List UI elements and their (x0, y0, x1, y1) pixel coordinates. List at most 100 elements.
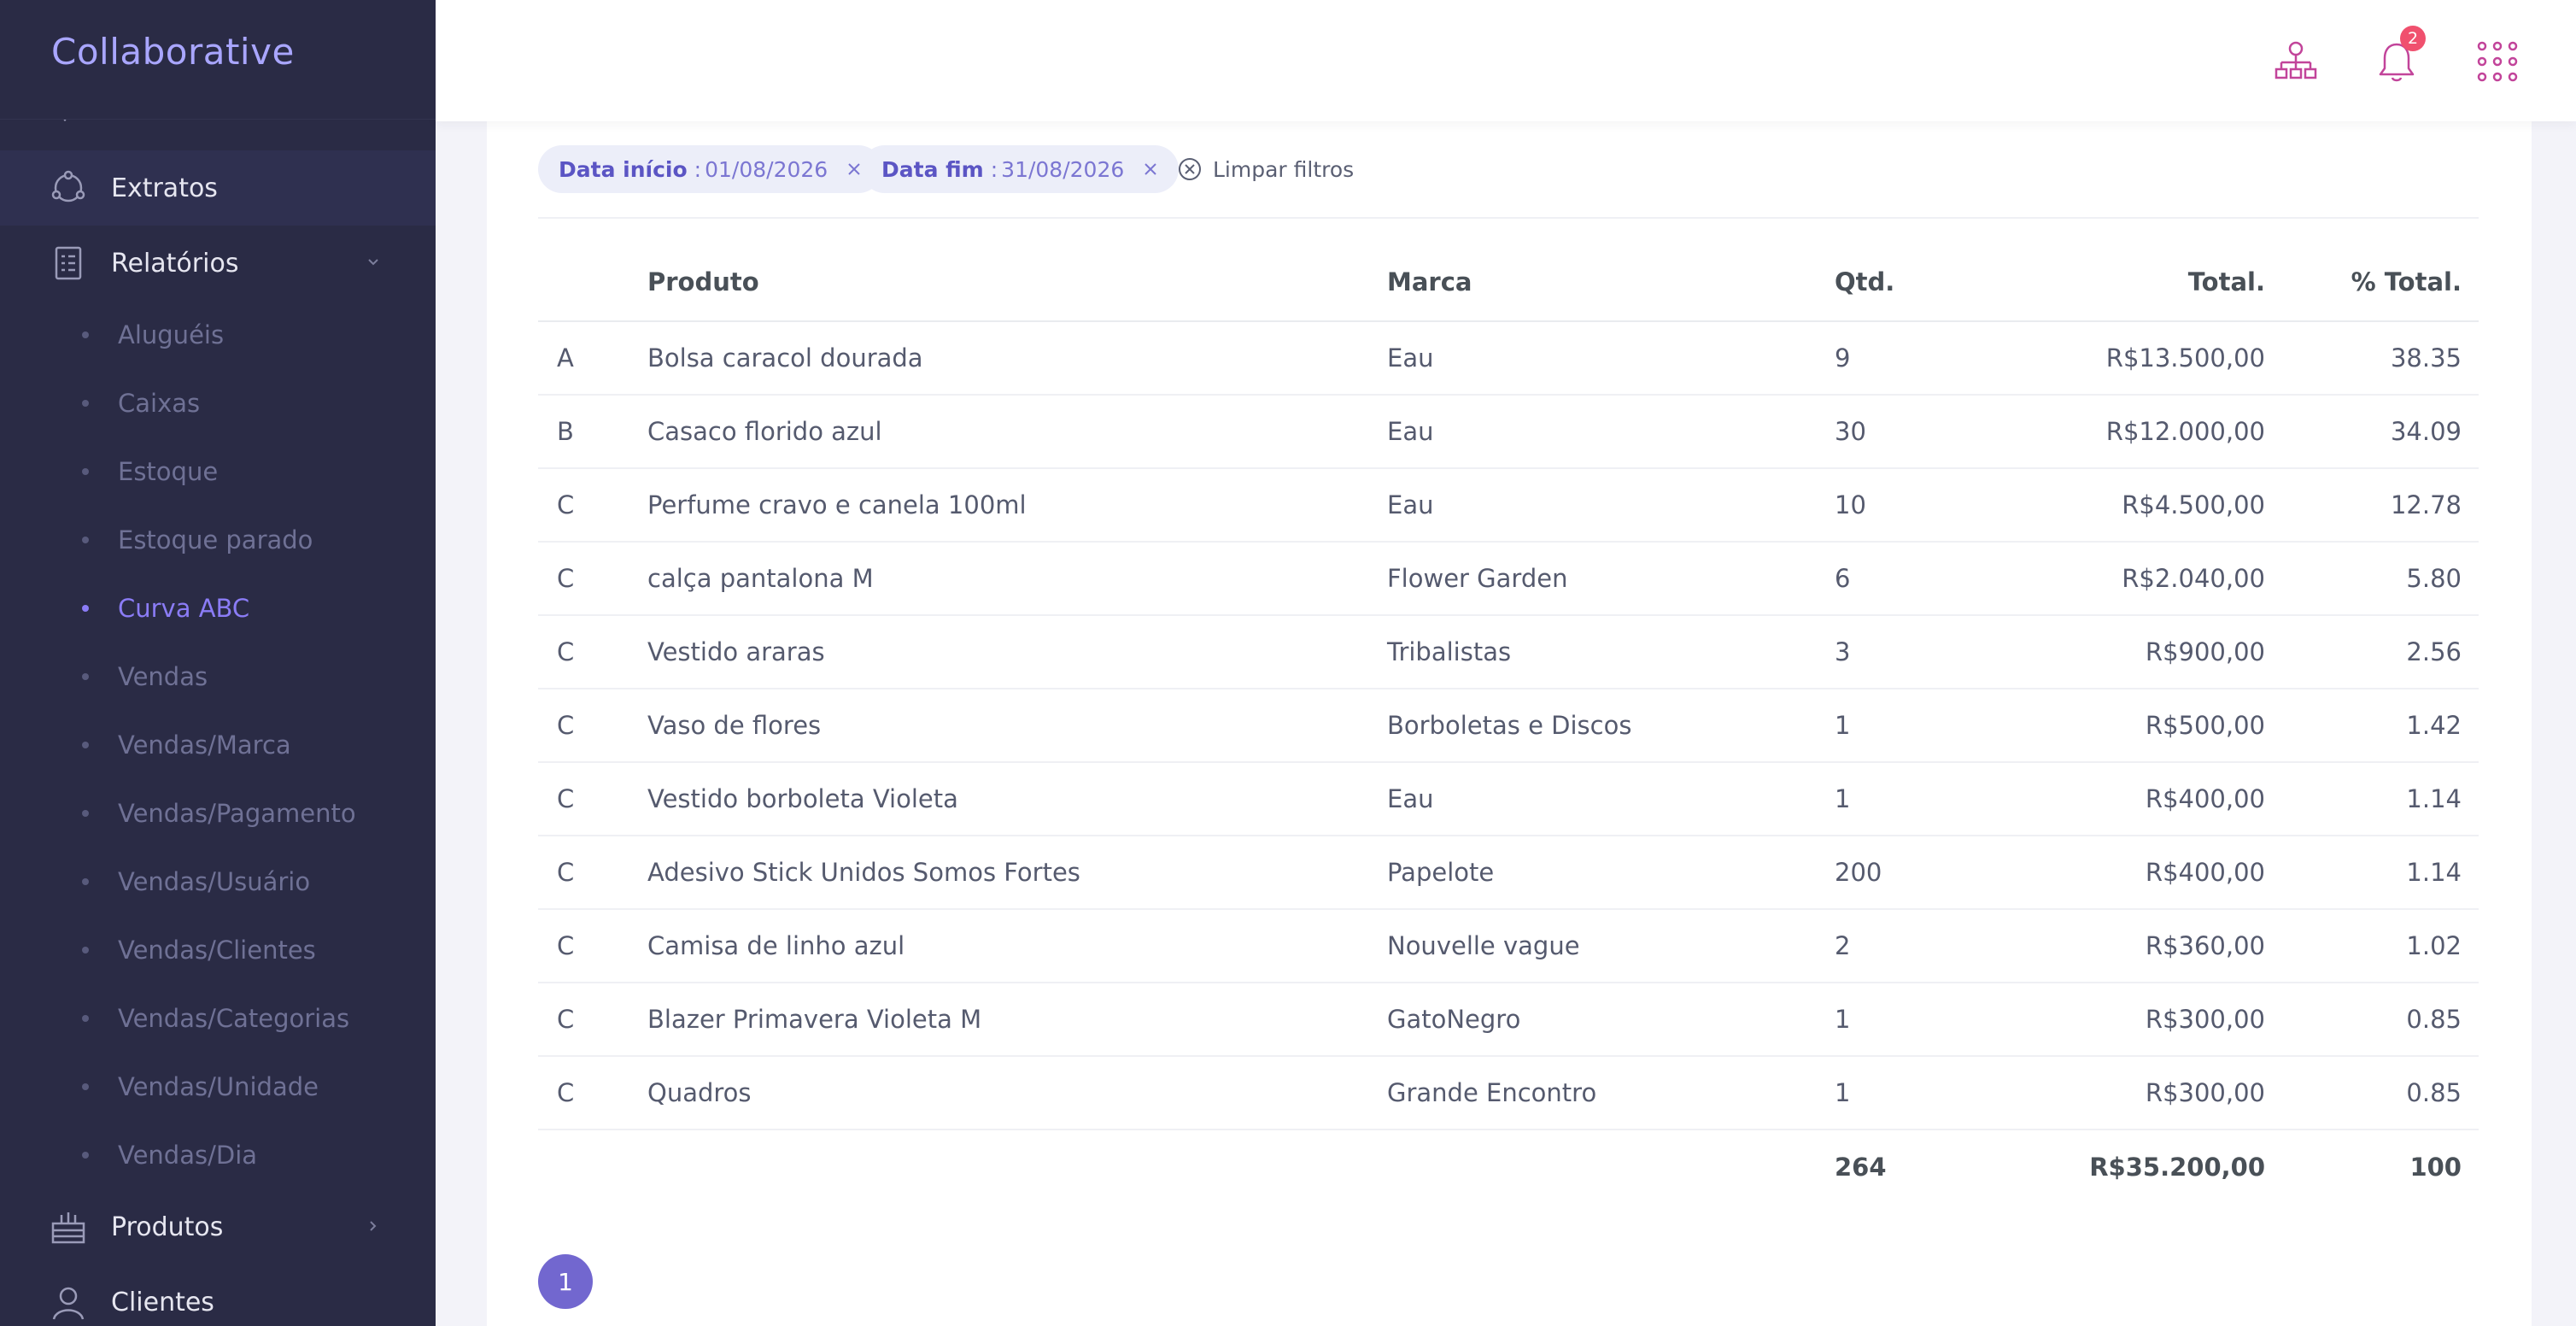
bullet-dot (82, 605, 89, 612)
cell-class: C (538, 689, 647, 763)
filter-chip-separator: : (694, 156, 702, 182)
cell-qtd: 200 (1835, 836, 2040, 910)
cell-pct-total: 5.80 (2265, 542, 2479, 616)
apps-grid-icon[interactable] (2474, 38, 2521, 85)
col-header-pct-total[interactable]: % Total. (2265, 243, 2479, 322)
col-header-total[interactable]: Total. (2040, 243, 2265, 322)
report-card: Data início : 01/08/2026 Data fim : 31/0… (487, 121, 2532, 1326)
filter-chip-data-fim: Data fim : 31/08/2026 (861, 145, 1180, 193)
cell-produto: Bolsa caracol dourada (647, 321, 1387, 396)
sidebar-subitem-curva-abc[interactable]: Curva ABC (0, 583, 436, 634)
table-row: C Quadros Grande Encontro 1 R$300,00 0.8… (538, 1056, 2479, 1130)
cell-class: C (538, 909, 647, 983)
chevron-right-icon (362, 1215, 384, 1237)
cell-qtd: 9 (1835, 321, 2040, 396)
cell-class: C (538, 615, 647, 689)
table-header-row: Produto Marca Qtd. Total. % Total. (538, 243, 2479, 322)
cell-class: C (538, 762, 647, 836)
bullet-dot (82, 878, 89, 885)
cell-marca: GatoNegro (1387, 983, 1835, 1057)
sidebar-subitem-vendas-marca[interactable]: Vendas/Marca (0, 719, 436, 771)
sidebar-subitem-vendas-pagamento[interactable]: Vendas/Pagamento (0, 788, 436, 839)
clear-filters-label: Limpar filtros (1213, 156, 1355, 182)
filter-chip-value: 31/08/2026 (1001, 156, 1125, 182)
pagination-page-button[interactable]: 1 (538, 1254, 593, 1309)
cell-produto: Adesivo Stick Unidos Somos Fortes (647, 836, 1387, 910)
sidebar-subitem-alugueis[interactable]: Aluguéis (0, 309, 436, 361)
cell-produto: Vestido araras (647, 615, 1387, 689)
col-header-qtd[interactable]: Qtd. (1835, 243, 2040, 322)
bullet-dot (82, 1083, 89, 1090)
cell-total: R$300,00 (2040, 983, 2265, 1057)
cell-class: A (538, 321, 647, 396)
sidebar-subitem-caixas[interactable]: Caixas (0, 378, 436, 429)
cell-empty (538, 1129, 647, 1203)
cell-qtd: 1 (1835, 1056, 2040, 1130)
filter-chip-separator: : (990, 156, 998, 182)
cell-total: R$4.500,00 (2040, 468, 2265, 543)
table-row: C Adesivo Stick Unidos Somos Fortes Pape… (538, 836, 2479, 910)
clear-filters-button[interactable]: Limpar filtros (1177, 145, 1354, 193)
sidebar-item-relatorios[interactable]: Relatórios (0, 226, 436, 301)
sidebar-item-clientes[interactable]: Clientes (0, 1264, 436, 1326)
col-header-produto[interactable]: Produto (647, 243, 1387, 322)
cell-qtd: 1 (1835, 689, 2040, 763)
cell-class: C (538, 542, 647, 616)
filter-chip-key: Data início (559, 156, 688, 182)
filter-chip-value: 01/08/2026 (705, 156, 828, 182)
sidebar-subitem-label: Estoque parado (118, 525, 313, 554)
sidebar-item-extratos[interactable]: Extratos (0, 150, 436, 226)
cell-class: C (538, 983, 647, 1057)
bullet-dot (82, 742, 89, 748)
org-chart-icon[interactable] (2272, 38, 2320, 85)
cell-pct-total: 0.85 (2265, 983, 2479, 1057)
col-header-marca[interactable]: Marca (1387, 243, 1835, 322)
table-row: A Bolsa caracol dourada Eau 9 R$13.500,0… (538, 321, 2479, 396)
cell-pct-total: 1.42 (2265, 689, 2479, 763)
cell-marca: Eau (1387, 321, 1835, 396)
table-row: C Vestido borboleta Violeta Eau 1 R$400,… (538, 762, 2479, 836)
sidebar-subitem-estoque-parado[interactable]: Estoque parado (0, 514, 436, 566)
sidebar-subitem-vendas[interactable]: Vendas (0, 651, 436, 702)
cell-total: R$13.500,00 (2040, 321, 2265, 396)
sidebar-subitem-vendas-clientes[interactable]: Vendas/Clientes (0, 924, 436, 976)
sidebar-subitem-vendas-unidade[interactable]: Vendas/Unidade (0, 1061, 436, 1112)
sidebar-subitem-estoque[interactable]: Estoque (0, 446, 436, 497)
bell-icon[interactable]: 2 (2373, 26, 2426, 85)
cell-marca: Papelote (1387, 836, 1835, 910)
reports-icon (50, 244, 87, 282)
cell-total: R$2.040,00 (2040, 542, 2265, 616)
cell-class: C (538, 836, 647, 910)
table-row: C Blazer Primavera Violeta M GatoNegro 1… (538, 983, 2479, 1057)
products-icon (50, 1208, 87, 1246)
cell-produto: Perfume cravo e canela 100ml (647, 468, 1387, 543)
sidebar-subitem-vendas-categorias[interactable]: Vendas/Categorias (0, 993, 436, 1044)
cell-pct-total: 1.02 (2265, 909, 2479, 983)
sidebar-item-label: Relatórios (111, 248, 239, 279)
table-row: C Camisa de linho azul Nouvelle vague 2 … (538, 909, 2479, 983)
close-icon[interactable] (846, 161, 862, 177)
filter-chip-key: Data fim (881, 156, 984, 182)
table-totals-row: 264 R$35.200,00 100 (538, 1129, 2479, 1203)
table-row: C Vaso de flores Borboletas e Discos 1 R… (538, 689, 2479, 763)
cell-qtd: 3 (1835, 615, 2040, 689)
sidebar-item-label: Produtos (111, 1212, 224, 1242)
sidebar-subitem-label: Vendas/Unidade (118, 1072, 319, 1101)
bullet-dot (82, 1152, 89, 1159)
cell-qtd: 6 (1835, 542, 2040, 616)
cell-marca: Eau (1387, 395, 1835, 469)
sidebar-item-label: Extratos (111, 173, 218, 203)
cell-pct-total: 2.56 (2265, 615, 2479, 689)
cell-pct-total: 0.85 (2265, 1056, 2479, 1130)
extratos-icon (50, 169, 87, 207)
sidebar-subitem-vendas-dia[interactable]: Vendas/Dia (0, 1129, 436, 1181)
sidebar-subitem-vendas-usuario[interactable]: Vendas/Usuário (0, 856, 436, 907)
filter-chip-data-inicio: Data início : 01/08/2026 (538, 145, 883, 193)
brand-logo-text[interactable]: Collaborative (51, 31, 295, 73)
sidebar-subitem-label: Vendas/Dia (118, 1141, 258, 1170)
sidebar-item-produtos[interactable]: Produtos (0, 1189, 436, 1264)
close-icon[interactable] (1143, 161, 1158, 177)
cell-marca: Flower Garden (1387, 542, 1835, 616)
cell-class: C (538, 468, 647, 543)
bullet-dot (82, 1015, 89, 1022)
